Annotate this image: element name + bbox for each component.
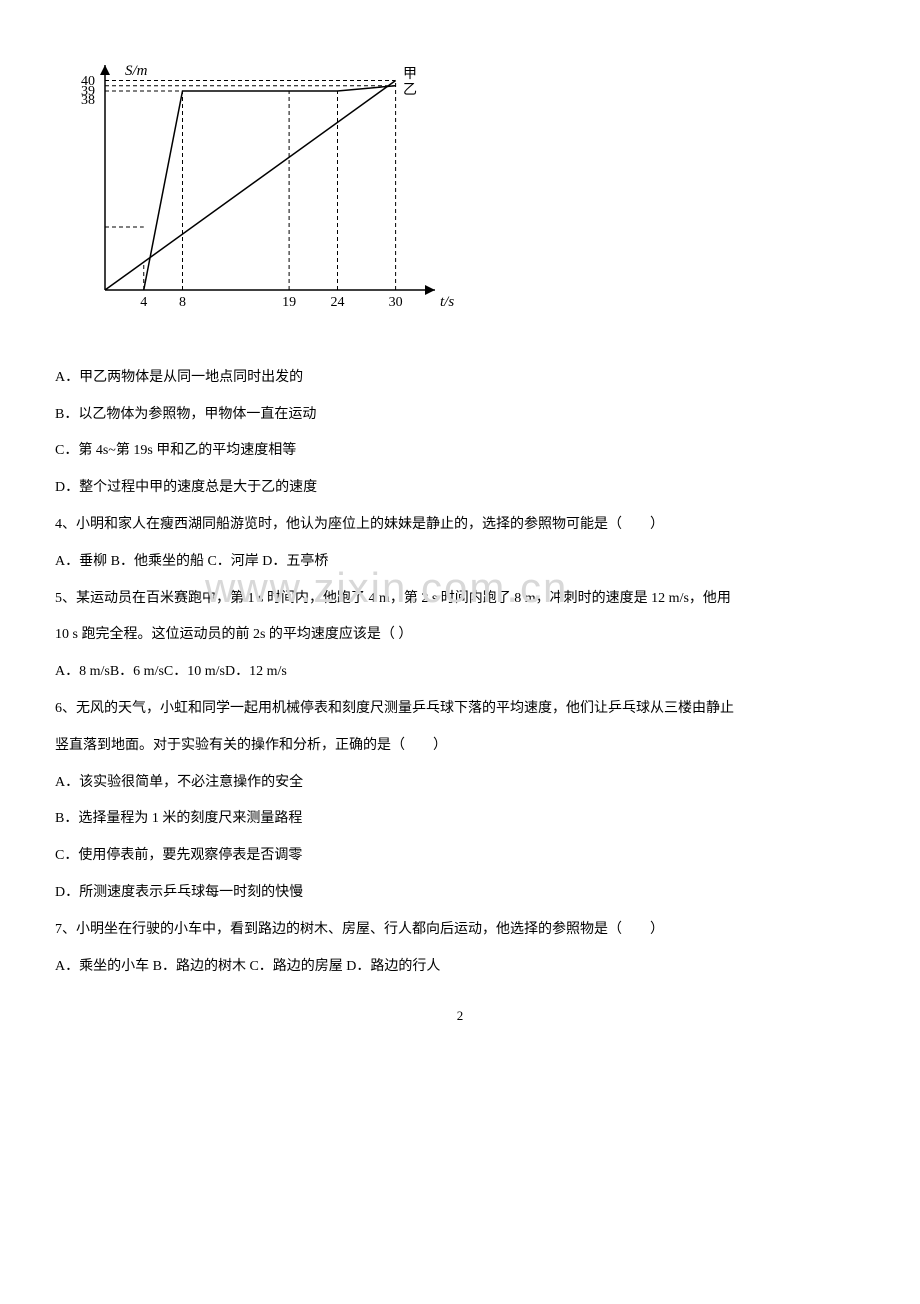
q7-options: A．乘坐的小车 B．路边的树木 C．路边的房屋 D．路边的行人: [55, 952, 865, 983]
q7-stem: 7、小明坐在行驶的小车中，看到路边的树木、房屋、行人都向后运动，他选择的参照物是…: [55, 915, 865, 946]
q5-stem-line2: 10 s 跑完全程。这位运动员的前 2s 的平均速度应该是（ ）: [55, 620, 865, 651]
q6-option-c: C．使用停表前，要先观察停表是否调零: [55, 841, 865, 872]
svg-text:24: 24: [331, 295, 345, 310]
q6-option-d: D．所测速度表示乒乓球每一时刻的快慢: [55, 878, 865, 909]
q3-option-c: C．第 4s~第 19s 甲和乙的平均速度相等: [55, 436, 865, 467]
chart-svg: 40 39 38 4 8 19 24 30 S/m t/s 甲 乙: [55, 60, 455, 320]
q5-stem-line1: 5、某运动员在百米赛跑中，第 1 s 时间内，他跑了 4 m，第 2 s 时间内…: [55, 584, 865, 615]
q6-stem-line2: 竖直落到地面。对于实验有关的操作和分析，正确的是（ ）: [55, 731, 865, 762]
series-yi: [144, 86, 396, 290]
svg-text:30: 30: [389, 295, 403, 310]
label-jia: 甲: [403, 67, 417, 82]
q4-stem: 4、小明和家人在瘦西湖同船游览时，他认为座位上的妹妹是静止的，选择的参照物可能是…: [55, 510, 865, 541]
svg-text:8: 8: [179, 295, 186, 310]
q4-options: A．垂柳 B．他乘坐的船 C．河岸 D．五亭桥: [55, 547, 865, 578]
series-jia: [105, 81, 396, 291]
q6-option-a: A．该实验很简单，不必注意操作的安全: [55, 768, 865, 799]
svg-text:19: 19: [282, 295, 296, 310]
svg-text:38: 38: [81, 93, 95, 108]
q5-options: A．8 m/sB．6 m/sC．10 m/sD．12 m/s: [55, 657, 865, 688]
q3-option-b: B．以乙物体为参照物，甲物体一直在运动: [55, 400, 865, 431]
x-axis-label: t/s: [440, 294, 454, 310]
y-axis-label: S/m: [125, 63, 148, 79]
q6-stem-line1: 6、无风的天气，小虹和同学一起用机械停表和刻度尺测量乒乓球下落的平均速度，他们让…: [55, 694, 865, 725]
q3-option-d: D．整个过程中甲的速度总是大于乙的速度: [55, 473, 865, 504]
distance-time-chart: 40 39 38 4 8 19 24 30 S/m t/s 甲 乙: [55, 60, 865, 333]
label-yi: 乙: [403, 82, 417, 98]
q3-option-a: A．甲乙两物体是从同一地点同时出发的: [55, 363, 865, 394]
svg-text:4: 4: [140, 295, 147, 310]
page-number: 2: [55, 1002, 865, 1031]
q6-option-b: B．选择量程为 1 米的刻度尺来测量路程: [55, 804, 865, 835]
